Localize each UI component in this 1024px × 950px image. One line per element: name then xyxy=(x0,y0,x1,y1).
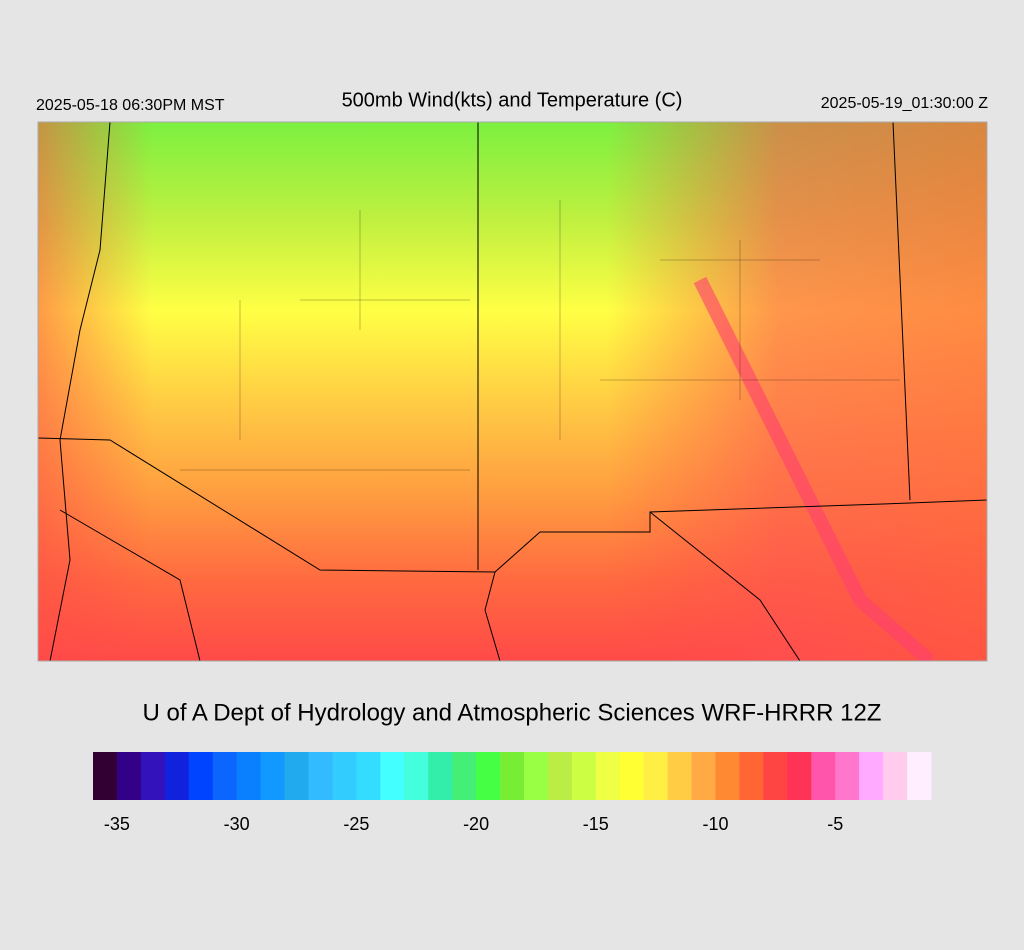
colorbar-swatch xyxy=(500,752,525,800)
colorbar-swatch xyxy=(667,752,693,800)
colorbar-swatch xyxy=(284,752,309,800)
colorbar-swatch xyxy=(236,752,262,800)
colorbar-swatch xyxy=(428,752,453,800)
colorbar-swatch xyxy=(93,752,118,800)
colorbar-swatch xyxy=(835,752,860,800)
colorbar-swatch xyxy=(116,752,142,800)
colorbar-swatch xyxy=(164,752,190,800)
colorbar-swatch xyxy=(308,752,333,800)
credit: U of A Dept of Hydrology and Atmospheric… xyxy=(143,699,882,726)
colorbar-swatch xyxy=(691,752,717,800)
colorbar-swatch xyxy=(619,752,645,800)
colorbar-swatch xyxy=(883,752,908,800)
colorbar-swatch xyxy=(811,752,836,800)
colorbar-swatch xyxy=(188,752,214,800)
colorbar-swatch xyxy=(859,752,884,800)
colorbar-swatch xyxy=(907,752,932,800)
colorbar-swatch xyxy=(140,752,166,800)
colorbar-swatch xyxy=(212,752,238,800)
colorbar-swatch xyxy=(547,752,573,800)
map-title: 500mb Wind(kts) and Temperature (C) xyxy=(342,89,683,111)
map-frame xyxy=(37,121,988,662)
utc-time: 2025-05-19_01:30:00 Z xyxy=(821,95,988,112)
colorbar-swatch xyxy=(452,752,477,800)
colorbar-tick-label: -5 xyxy=(827,814,843,834)
colorbar-swatch xyxy=(380,752,405,800)
colorbar-tick-label: -10 xyxy=(703,814,729,834)
colorbar: -35 -30 -25 -20 -15 -10 -5 xyxy=(93,752,932,834)
colorbar-tick-label: -35 xyxy=(104,814,130,834)
colorbar-tick-label: -20 xyxy=(463,814,489,834)
colorbar-swatch xyxy=(763,752,788,800)
colorbar-swatch xyxy=(332,752,357,800)
colorbar-swatch xyxy=(643,752,669,800)
colorbar-swatch xyxy=(404,752,429,800)
colorbar-swatch xyxy=(356,752,381,800)
colorbar-swatch xyxy=(715,752,740,800)
colorbar-swatch xyxy=(787,752,812,800)
colorbar-tick-label: -15 xyxy=(583,814,609,834)
colorbar-swatch xyxy=(523,752,549,800)
colorbar-swatch xyxy=(476,752,501,800)
local-time: 2025-05-18 06:30PM MST xyxy=(36,97,225,114)
colorbar-swatch xyxy=(739,752,764,800)
colorbar-swatch xyxy=(595,752,621,800)
map xyxy=(38,122,987,661)
colorbar-tick-label: -25 xyxy=(343,814,369,834)
colorbar-swatch xyxy=(260,752,286,800)
colorbar-swatch xyxy=(571,752,597,800)
colorbar-tick-label: -30 xyxy=(224,814,250,834)
